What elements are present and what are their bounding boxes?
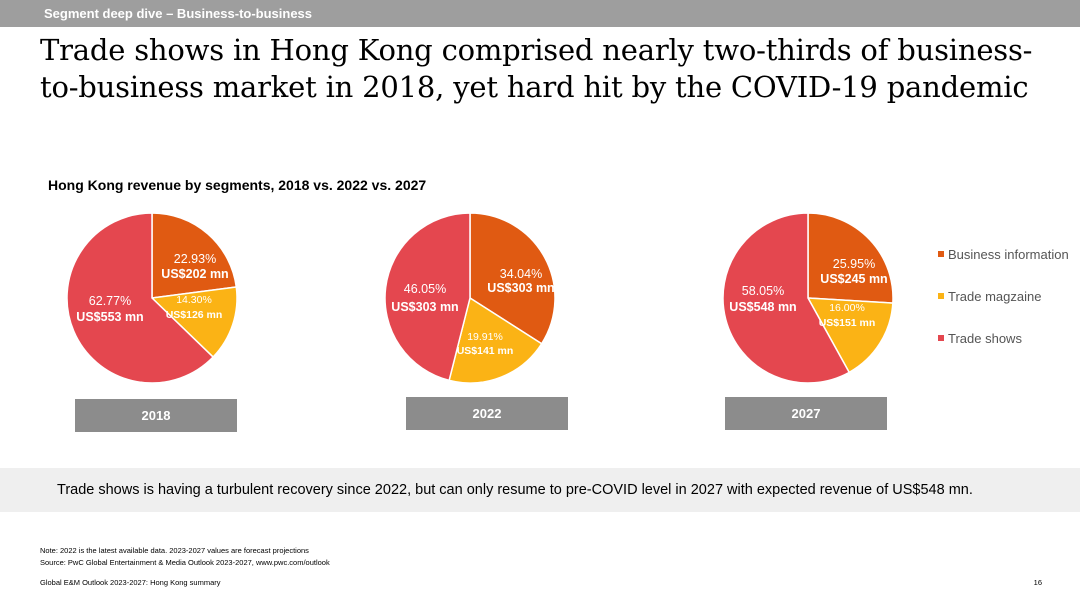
value-label-2022-trade-shows: US$303 mn: [391, 300, 458, 314]
legend-swatch: [938, 293, 944, 299]
pie-slice-2022-trade-shows: [384, 212, 471, 382]
section-header-bar: Segment deep dive – Business-to-business: [0, 0, 1080, 27]
pct-label-2018-trade-shows: 62.77%: [89, 294, 131, 308]
section-label: Segment deep dive – Business-to-business: [44, 6, 313, 21]
year-box-2018: 2018: [75, 399, 237, 432]
footnote-note: Note: 2022 is the latest available data.…: [40, 546, 309, 555]
chart-title: Hong Kong revenue by segments, 2018 vs. …: [48, 177, 427, 193]
value-label-2018-business-information: US$202 mn: [161, 267, 228, 281]
year-box-2022: 2022: [406, 397, 568, 430]
value-label-2018-trade-shows: US$553 mn: [76, 310, 143, 324]
pie-slice-2018-trade-magazine: [150, 286, 238, 359]
pct-label-2018-trade-magazine: 14.30%: [176, 294, 212, 306]
pie-slice-2022-trade-magazine: [448, 296, 543, 384]
pct-label-2027-trade-magazine: 16.00%: [829, 302, 865, 314]
legend-item-trade-magazine: Trade magzaine: [938, 286, 1069, 306]
legend-swatch: [938, 335, 944, 341]
legend-label: Trade magzaine: [948, 288, 1042, 304]
value-label-2022-trade-magazine: US$141 mn: [457, 345, 514, 357]
page-number: 16: [1033, 578, 1042, 587]
pct-label-2018-business-information: 22.93%: [174, 252, 216, 266]
key-takeaway-banner: Trade shows is having a turbulent recove…: [0, 468, 1080, 512]
pie-slice-2027-business-information: [807, 212, 894, 304]
value-label-2022-business-information: US$303 mn: [487, 281, 554, 295]
legend-item-trade-shows: Trade shows: [938, 328, 1069, 348]
pie-slice-2018-trade-shows: [66, 212, 215, 384]
footer-document-title: Global E&M Outlook 2023-2027: Hong Kong …: [40, 578, 221, 587]
pct-label-2027-trade-shows: 58.05%: [742, 284, 784, 298]
pct-label-2022-business-information: 34.04%: [500, 267, 542, 281]
pct-label-2022-trade-shows: 46.05%: [404, 282, 446, 296]
key-takeaway-text: Trade shows is having a turbulent recove…: [57, 482, 973, 498]
pct-label-2022-trade-magazine: 19.91%: [467, 331, 503, 343]
chart-legend: Business information Trade magzaine Trad…: [938, 244, 1069, 370]
pie-slice-2027-trade-magazine: [806, 297, 894, 374]
legend-label: Business information: [948, 246, 1069, 262]
legend-swatch: [938, 251, 944, 257]
legend-label: Trade shows: [948, 330, 1022, 346]
value-label-2018-trade-magazine: US$126 mn: [166, 309, 223, 321]
value-label-2027-trade-magazine: US$151 mn: [819, 317, 876, 329]
value-label-2027-business-information: US$245 mn: [820, 272, 887, 286]
legend-item-business-information: Business information: [938, 244, 1069, 264]
pct-label-2027-business-information: 25.95%: [833, 257, 875, 271]
year-box-2027: 2027: [725, 397, 887, 430]
value-label-2027-trade-shows: US$548 mn: [729, 300, 796, 314]
page-headline: Trade shows in Hong Kong comprised nearl…: [40, 33, 1033, 104]
pie-slice-2018-business-information: [151, 212, 238, 299]
pie-slice-2027-trade-shows: [722, 212, 851, 384]
footnote-source: Source: PwC Global Entertainment & Media…: [40, 558, 330, 567]
